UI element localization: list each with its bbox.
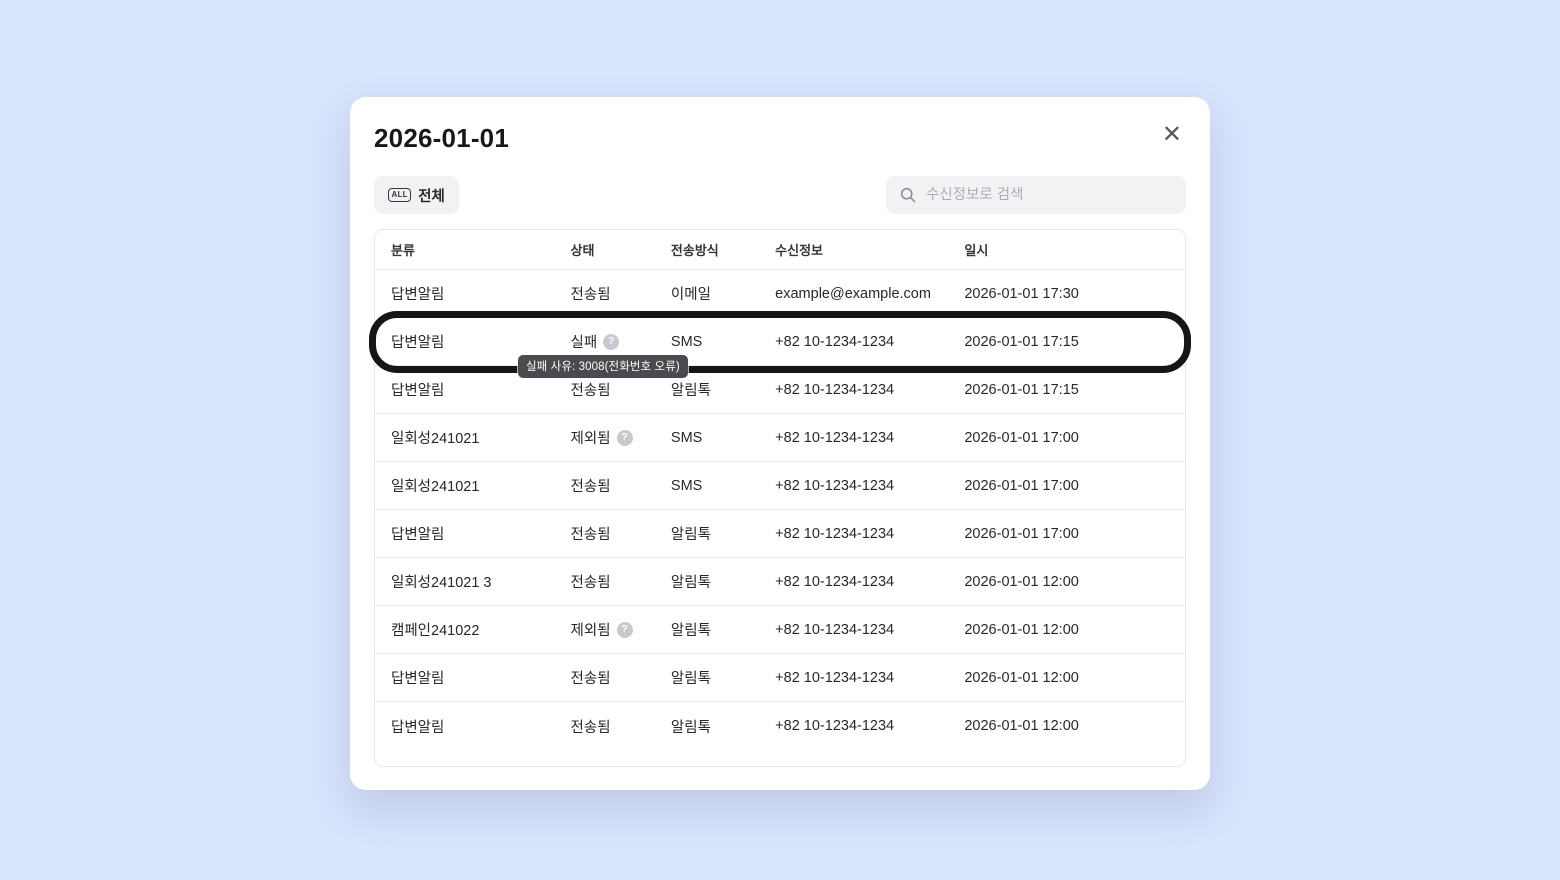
table-row[interactable]: 답변알림 전송됨 알림톡 +82 10-1234-1234 2026-01-01… [375, 366, 1185, 414]
cell-method: 이메일 [670, 287, 711, 303]
cell-recipient: +82 10-1234-1234 [775, 333, 895, 350]
cell-category: 캠페인241022 [391, 623, 480, 639]
help-icon[interactable]: ? [616, 621, 633, 638]
cell-datetime: 2026-01-01 12:00 [964, 573, 1079, 590]
cell-status: 제외됨 ? [571, 427, 671, 448]
cell-method: 알림톡 [670, 623, 711, 639]
status-text: 전송됨 [570, 671, 611, 687]
status-text: 실패 [570, 335, 598, 351]
close-icon[interactable]: ✕ [1158, 123, 1186, 147]
table-row[interactable]: 일회성241021 3 전송됨 알림톡 +82 10-1234-1234 202… [375, 558, 1185, 606]
cell-recipient: +82 10-1234-1234 [775, 381, 895, 398]
filter-all-button[interactable]: ALL 전체 [374, 176, 459, 214]
table-row[interactable]: 일회성241021 제외됨 ? SMS +82 10-1234-1234 202… [375, 414, 1185, 462]
cell-recipient: +82 10-1234-1234 [775, 429, 895, 446]
cell-status: 전송됨 [571, 523, 671, 544]
cell-datetime: 2026-01-01 17:00 [964, 429, 1079, 446]
cell-method: SMS [670, 477, 703, 494]
status-text: 전송됨 [570, 287, 611, 303]
status-text: 전송됨 [570, 575, 611, 591]
table-row[interactable]: 답변알림 실패 ? SMS +82 10-1234-1234 2026-01-0… [375, 318, 1185, 366]
status-text: 전송됨 [570, 383, 611, 399]
cell-category: 답변알림 [391, 527, 445, 543]
cell-status: 제외됨 ? [571, 619, 671, 640]
search-box[interactable] [886, 176, 1186, 214]
cell-status: 전송됨 [571, 716, 671, 737]
cell-status: 전송됨 [571, 283, 671, 304]
table-empty-strip [375, 750, 1185, 765]
cell-status: 전송됨 [571, 379, 671, 400]
delivery-table: 분류 상태 전송방식 수신정보 일시 답변알림 전송됨 이메일 example@… [369, 229, 1191, 767]
all-badge-icon: ALL [388, 188, 412, 202]
cell-datetime: 2026-01-01 17:15 [964, 333, 1079, 350]
table-body: 답변알림 전송됨 이메일 example@example.com 2026-01… [375, 270, 1185, 750]
table-row[interactable]: 답변알림 전송됨 알림톡 +82 10-1234-1234 2026-01-01… [375, 702, 1185, 750]
table-row[interactable]: 캠페인241022 제외됨 ? 알림톡 +82 10-1234-1234 202… [375, 606, 1185, 654]
table-header-row: 분류 상태 전송방식 수신정보 일시 [375, 230, 1185, 270]
toolbar: ALL 전체 [374, 176, 1186, 214]
cell-method: SMS [670, 429, 703, 446]
column-header-datetime: 일시 [964, 243, 989, 258]
column-header-recipient: 수신정보 [775, 243, 824, 258]
table-row[interactable]: 답변알림 전송됨 이메일 example@example.com 2026-01… [375, 270, 1185, 318]
status-text: 제외됨 [570, 431, 611, 447]
page-title: 2026-01-01 [374, 123, 509, 153]
search-input[interactable] [926, 187, 1173, 203]
cell-method: 알림톡 [670, 527, 711, 543]
cell-datetime: 2026-01-01 12:00 [964, 621, 1079, 638]
cell-category: 일회성241021 3 [391, 575, 492, 591]
failure-reason-tooltip: 실패 사유: 3008(전화번호 오류) [518, 355, 688, 378]
modal-header: 2026-01-01 ✕ [374, 123, 1186, 154]
status-text: 제외됨 [570, 623, 611, 639]
cell-method: 알림톡 [670, 575, 711, 591]
filter-label: 전체 [418, 188, 445, 205]
cell-datetime: 2026-01-01 12:00 [964, 718, 1079, 734]
cell-recipient: +82 10-1234-1234 [775, 477, 895, 494]
cell-method: 알림톡 [670, 671, 711, 687]
cell-datetime: 2026-01-01 17:00 [964, 477, 1079, 494]
cell-category: 답변알림 [391, 335, 445, 351]
table-row[interactable]: 답변알림 전송됨 알림톡 +82 10-1234-1234 2026-01-01… [375, 654, 1185, 702]
cell-method: 알림톡 [670, 383, 711, 399]
cell-category: 답변알림 [391, 383, 445, 399]
cell-datetime: 2026-01-01 12:00 [964, 669, 1079, 686]
status-text: 전송됨 [570, 479, 611, 495]
cell-method: SMS [670, 333, 703, 350]
cell-status: 실패 ? [571, 331, 671, 352]
cell-status: 전송됨 [571, 667, 671, 688]
cell-datetime: 2026-01-01 17:15 [964, 381, 1079, 398]
delivery-log-modal: 2026-01-01 ✕ ALL 전체 분류 상태 전송방식 수신정보 일시 [350, 97, 1210, 790]
cell-recipient: +82 10-1234-1234 [775, 669, 895, 686]
table-row[interactable]: 답변알림 전송됨 알림톡 +82 10-1234-1234 2026-01-01… [375, 510, 1185, 558]
table-row[interactable]: 일회성241021 전송됨 SMS +82 10-1234-1234 2026-… [375, 462, 1185, 510]
cell-category: 답변알림 [391, 287, 445, 303]
column-header-method: 전송방식 [670, 243, 719, 258]
cell-category: 답변알림 [391, 719, 445, 736]
help-icon[interactable]: ? [616, 429, 633, 446]
cell-category: 답변알림 [391, 671, 445, 687]
column-header-status: 상태 [570, 243, 595, 258]
status-text: 전송됨 [570, 719, 611, 736]
help-icon[interactable]: ? [603, 333, 620, 350]
cell-datetime: 2026-01-01 17:00 [964, 525, 1079, 542]
cell-category: 일회성241021 [391, 431, 480, 447]
cell-datetime: 2026-01-01 17:30 [964, 285, 1079, 302]
cell-recipient: +82 10-1234-1234 [775, 525, 895, 542]
cell-recipient: +82 10-1234-1234 [775, 573, 895, 590]
cell-status: 전송됨 [571, 475, 671, 496]
cell-recipient: +82 10-1234-1234 [775, 621, 895, 638]
cell-recipient: +82 10-1234-1234 [775, 718, 895, 734]
search-icon [899, 186, 917, 204]
cell-status: 전송됨 [571, 571, 671, 592]
cell-recipient: example@example.com [775, 285, 931, 302]
status-text: 전송됨 [570, 527, 611, 543]
cell-method: 알림톡 [670, 719, 711, 736]
cell-category: 일회성241021 [391, 479, 480, 495]
column-header-category: 분류 [391, 243, 415, 258]
